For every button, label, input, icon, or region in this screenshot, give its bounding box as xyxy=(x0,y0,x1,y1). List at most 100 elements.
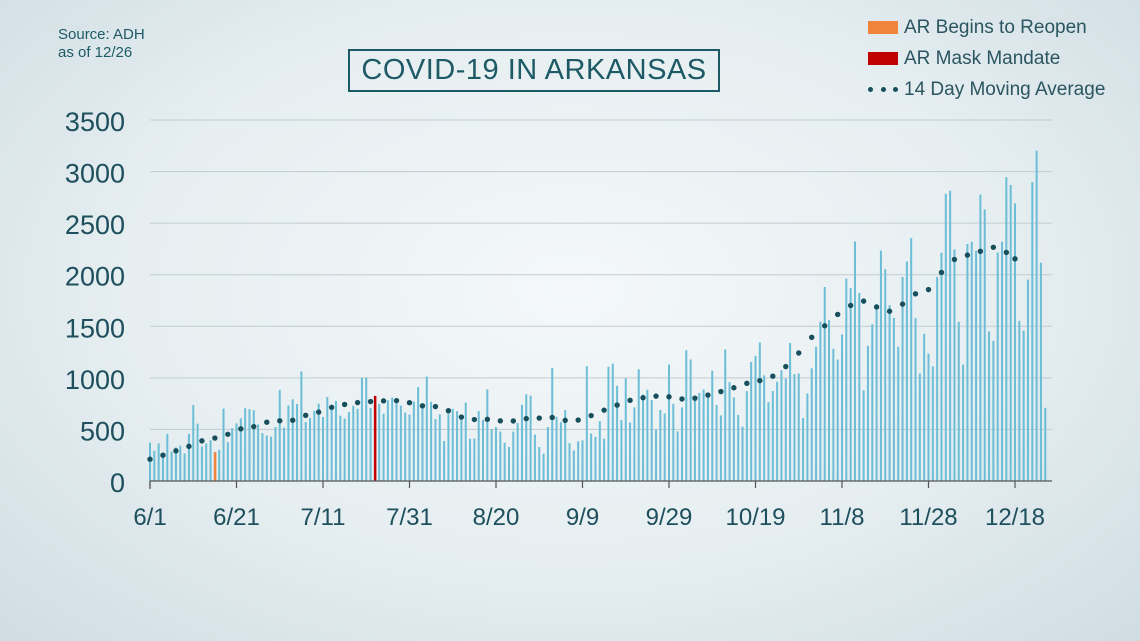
bar xyxy=(845,278,848,481)
bar xyxy=(1001,241,1004,481)
bar xyxy=(352,405,355,481)
bar xyxy=(360,377,363,481)
bar xyxy=(404,412,407,481)
bar xyxy=(754,355,757,481)
bar xyxy=(296,404,299,481)
bar xyxy=(291,399,294,481)
bar xyxy=(940,252,943,481)
bar xyxy=(668,364,670,481)
bar xyxy=(512,431,515,481)
moving-average-dot xyxy=(822,323,828,329)
bar xyxy=(879,250,882,481)
legend-label-moving-average: 14 Day Moving Average xyxy=(904,78,1106,100)
bar xyxy=(1022,330,1025,481)
bar xyxy=(672,403,675,481)
bar xyxy=(226,442,229,481)
bar xyxy=(953,249,956,481)
bar xyxy=(187,433,190,481)
bar xyxy=(170,451,173,481)
bar xyxy=(495,427,497,481)
bar xyxy=(257,424,260,481)
moving-average-dot xyxy=(484,416,491,423)
bar xyxy=(988,331,991,481)
bar xyxy=(810,368,813,481)
y-tick-label: 3500 xyxy=(65,107,125,137)
legend-item-moving-average: 14 Day Moving Average xyxy=(868,74,1105,105)
x-tick-label: 10/19 xyxy=(725,504,785,531)
bar xyxy=(486,389,489,481)
y-tick-label: 2500 xyxy=(65,210,125,240)
moving-average-dot xyxy=(627,397,633,404)
bar xyxy=(923,333,926,481)
bar xyxy=(235,423,238,481)
bar xyxy=(1009,184,1012,482)
bar xyxy=(711,370,714,481)
bar xyxy=(585,366,588,481)
moving-average-dot xyxy=(406,400,413,406)
bar xyxy=(425,376,428,481)
bar xyxy=(200,446,203,481)
bar xyxy=(914,318,917,481)
bar xyxy=(244,408,247,481)
bar xyxy=(343,418,346,481)
bar xyxy=(650,400,653,481)
bar xyxy=(789,343,792,481)
bar xyxy=(689,359,692,481)
x-tick-label: 8/20 xyxy=(473,504,520,531)
moving-average-dot xyxy=(783,363,789,370)
bar xyxy=(503,442,506,481)
bar xyxy=(1044,407,1047,481)
moving-average-dot xyxy=(873,304,880,310)
moving-average-dot xyxy=(315,409,322,415)
bar xyxy=(209,440,212,481)
bar xyxy=(559,422,562,481)
bar xyxy=(897,346,900,481)
legend-dots-icon xyxy=(868,87,898,92)
highlight-bar xyxy=(213,452,217,481)
bar xyxy=(192,405,195,481)
moving-average-dot xyxy=(251,423,257,430)
bar xyxy=(412,401,415,481)
bar xyxy=(473,438,476,481)
bar xyxy=(966,243,969,481)
bar xyxy=(1014,203,1016,482)
bar xyxy=(853,241,856,481)
bar xyxy=(1005,177,1008,481)
bar xyxy=(443,440,446,481)
moving-average-dot xyxy=(575,417,581,423)
bar xyxy=(698,393,701,481)
bar xyxy=(767,402,770,481)
moving-average-dot xyxy=(458,414,465,420)
moving-average-dot xyxy=(341,401,348,408)
moving-average-dot xyxy=(705,392,711,398)
bar xyxy=(278,389,281,481)
bar xyxy=(633,407,636,481)
bar xyxy=(741,426,744,481)
moving-average-dot xyxy=(860,298,867,304)
legend-swatch-orange xyxy=(868,21,898,34)
bar xyxy=(417,387,420,481)
bar xyxy=(979,194,982,482)
moving-average-dot xyxy=(938,269,945,276)
bar xyxy=(265,435,268,481)
moving-average-dot xyxy=(951,256,958,263)
bar xyxy=(780,370,783,481)
y-tick-label: 2000 xyxy=(65,262,125,292)
bar xyxy=(1031,182,1034,482)
bar xyxy=(927,353,930,481)
bar xyxy=(680,407,683,481)
bar xyxy=(858,292,861,481)
bar xyxy=(1026,279,1029,481)
bar xyxy=(702,389,705,481)
as-of-date-label: as of 12/26 xyxy=(58,44,133,61)
moving-average-dot xyxy=(666,394,672,400)
moving-average-dot xyxy=(744,380,750,387)
bar xyxy=(330,409,333,481)
bar xyxy=(222,408,225,481)
bar xyxy=(395,403,398,481)
bar xyxy=(174,447,177,481)
bar xyxy=(655,429,658,481)
bar xyxy=(205,443,208,481)
x-tick-label: 6/1 xyxy=(133,504,166,531)
